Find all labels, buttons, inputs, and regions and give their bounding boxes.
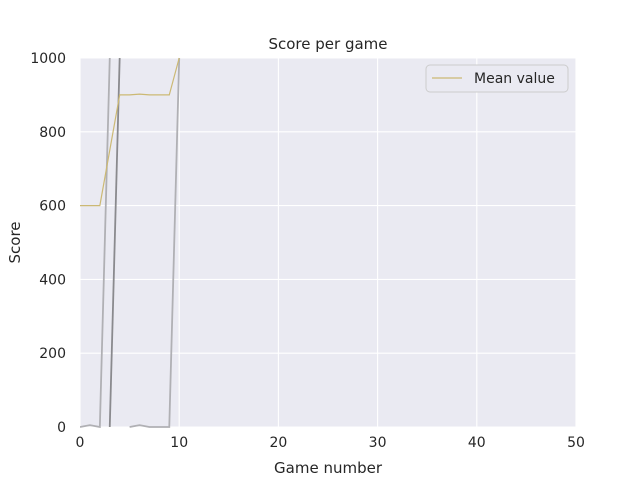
series-line-score (108, 57, 121, 428)
series-line-score (129, 57, 181, 428)
y-tick-label: 800 (39, 125, 66, 141)
y-axis-label: Score (6, 221, 24, 263)
legend: Mean value (425, 64, 569, 93)
x-tick-label: 30 (369, 435, 387, 451)
x-axis-ticks: 0 10 20 30 40 50 (76, 435, 585, 451)
y-axis-ticks: 0 200 400 600 800 1000 (30, 51, 66, 436)
y-tick-label: 0 (57, 420, 66, 436)
chart-title: Score per game (268, 35, 387, 53)
legend-box (425, 64, 569, 93)
legend-label-mean: Mean value (474, 71, 555, 87)
y-tick-label: 400 (39, 272, 66, 288)
series-lines (80, 57, 181, 428)
x-axis-label: Game number (274, 459, 383, 477)
x-tick-label: 20 (269, 435, 287, 451)
y-tick-label: 1000 (30, 51, 66, 67)
x-tick-label: 0 (76, 435, 85, 451)
plot-area (80, 58, 576, 427)
x-tick-label: 50 (567, 435, 585, 451)
y-tick-label: 200 (39, 346, 66, 362)
y-tick-label: 600 (39, 199, 66, 215)
series-line-score (80, 57, 111, 428)
series-line-mean (80, 57, 180, 207)
x-tick-label: 10 (170, 435, 188, 451)
x-tick-label: 40 (468, 435, 486, 451)
